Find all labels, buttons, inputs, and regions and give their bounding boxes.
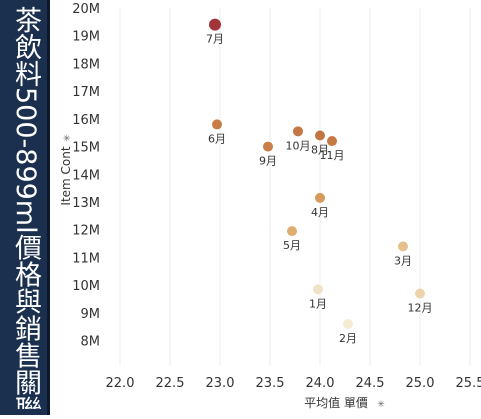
pin-icon: ✳ — [63, 134, 73, 142]
point-label: 1月 — [309, 297, 327, 310]
data-point[interactable] — [209, 18, 221, 31]
x-tick-label: 25.5 — [456, 376, 481, 391]
y-tick-label: 15M — [72, 141, 100, 156]
y-tick-label: 19M — [72, 30, 100, 45]
point-labels: 1月 2月 3月 4月 5月 6月 7月 8月 9月 10月 11月 12月 — [206, 33, 433, 345]
data-point[interactable] — [263, 141, 273, 152]
y-axis-ticks: 8M 9M 10M 11M 12M 13M 14M 15M 16M 17M 18M 19M 20M — [72, 2, 100, 350]
y-tick-label: 10M — [72, 279, 100, 294]
y-tick-label: 12M — [72, 224, 100, 239]
data-point[interactable] — [327, 136, 337, 147]
point-label: 10月 — [286, 139, 311, 152]
data-point[interactable] — [315, 130, 325, 141]
point-label: 12月 — [408, 301, 433, 314]
x-tick-label: 23.0 — [206, 376, 235, 391]
y-tick-label: 17M — [72, 85, 100, 100]
scatter-chart-area: 8M 9M 10M 11M 12M 13M 14M 15M 16M 17M 18M 19M 20M 22… — [50, 0, 481, 415]
x-tick-label: 23.5 — [256, 376, 285, 391]
data-point[interactable] — [343, 318, 353, 329]
point-label: 4月 — [311, 206, 329, 219]
data-point[interactable] — [313, 284, 323, 295]
y-tick-label: 11M — [72, 251, 100, 266]
y-tick-label: 16M — [72, 113, 100, 128]
data-point[interactable] — [287, 226, 297, 237]
x-tick-label: 24.0 — [306, 376, 335, 391]
side-title-panel: 茶飲料500-899ml價格與銷售關聯 — [0, 0, 50, 415]
data-points — [209, 18, 425, 329]
point-label: 5月 — [283, 239, 301, 252]
side-title: 茶飲料500-899ml價格與銷售關聯 — [10, 6, 41, 409]
y-tick-label: 14M — [72, 168, 100, 183]
data-point[interactable] — [415, 288, 425, 299]
point-label: 6月 — [208, 132, 226, 145]
y-tick-label: 13M — [72, 196, 100, 211]
x-axis-ticks: 22.0 22.5 23.0 23.5 24.0 24.5 25.0 25.5 — [106, 376, 481, 391]
data-point[interactable] — [293, 126, 303, 137]
point-label: 9月 — [259, 155, 277, 168]
point-label: 8月 — [311, 143, 329, 156]
y-axis-title: Item Cont — [59, 146, 73, 205]
data-point[interactable] — [315, 192, 325, 203]
data-point[interactable] — [398, 241, 408, 252]
pin-icon: ✳ — [377, 400, 385, 410]
point-label: 7月 — [206, 33, 224, 46]
y-tick-label: 9M — [81, 307, 101, 322]
point-label: 2月 — [339, 332, 357, 345]
point-label: 11月 — [320, 149, 345, 162]
x-tick-label: 22.0 — [106, 376, 135, 391]
x-tick-label: 25.0 — [406, 376, 435, 391]
x-tick-label: 24.5 — [356, 376, 385, 391]
point-label: 3月 — [394, 254, 412, 267]
data-point[interactable] — [212, 119, 222, 130]
grid-lines — [119, 8, 471, 366]
x-tick-label: 22.5 — [156, 376, 185, 391]
scatter-chart: 8M 9M 10M 11M 12M 13M 14M 15M 16M 17M 18M 19M 20M 22… — [59, 2, 481, 410]
y-tick-label: 8M — [81, 335, 101, 350]
y-tick-label: 18M — [72, 57, 100, 72]
y-tick-label: 20M — [72, 2, 100, 17]
x-axis-title: 平均值 單價 — [304, 395, 368, 410]
